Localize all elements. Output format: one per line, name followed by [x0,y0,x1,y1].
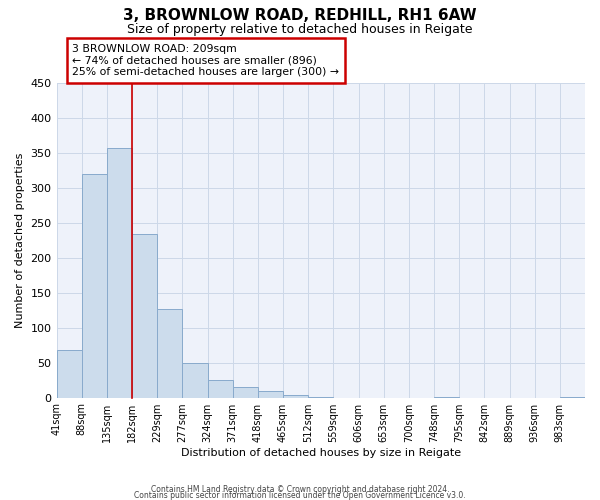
Bar [182,364,208,398]
Bar [233,387,258,398]
Text: Contains public sector information licensed under the Open Government Licence v3: Contains public sector information licen… [134,490,466,500]
Bar [157,309,182,398]
Bar [56,350,82,398]
Bar [132,234,157,398]
Text: 3, BROWNLOW ROAD, REDHILL, RH1 6AW: 3, BROWNLOW ROAD, REDHILL, RH1 6AW [123,8,477,22]
Bar [283,396,308,398]
Bar [258,390,283,398]
Y-axis label: Number of detached properties: Number of detached properties [15,153,25,328]
Bar [82,174,107,398]
Bar [434,397,459,398]
Bar [107,148,132,398]
Text: Contains HM Land Registry data © Crown copyright and database right 2024.: Contains HM Land Registry data © Crown c… [151,484,449,494]
Text: Size of property relative to detached houses in Reigate: Size of property relative to detached ho… [127,22,473,36]
X-axis label: Distribution of detached houses by size in Reigate: Distribution of detached houses by size … [181,448,461,458]
Bar [208,380,233,398]
Bar [560,397,585,398]
Bar [308,397,334,398]
Text: 3 BROWNLOW ROAD: 209sqm
← 74% of detached houses are smaller (896)
25% of semi-d: 3 BROWNLOW ROAD: 209sqm ← 74% of detache… [73,44,340,77]
